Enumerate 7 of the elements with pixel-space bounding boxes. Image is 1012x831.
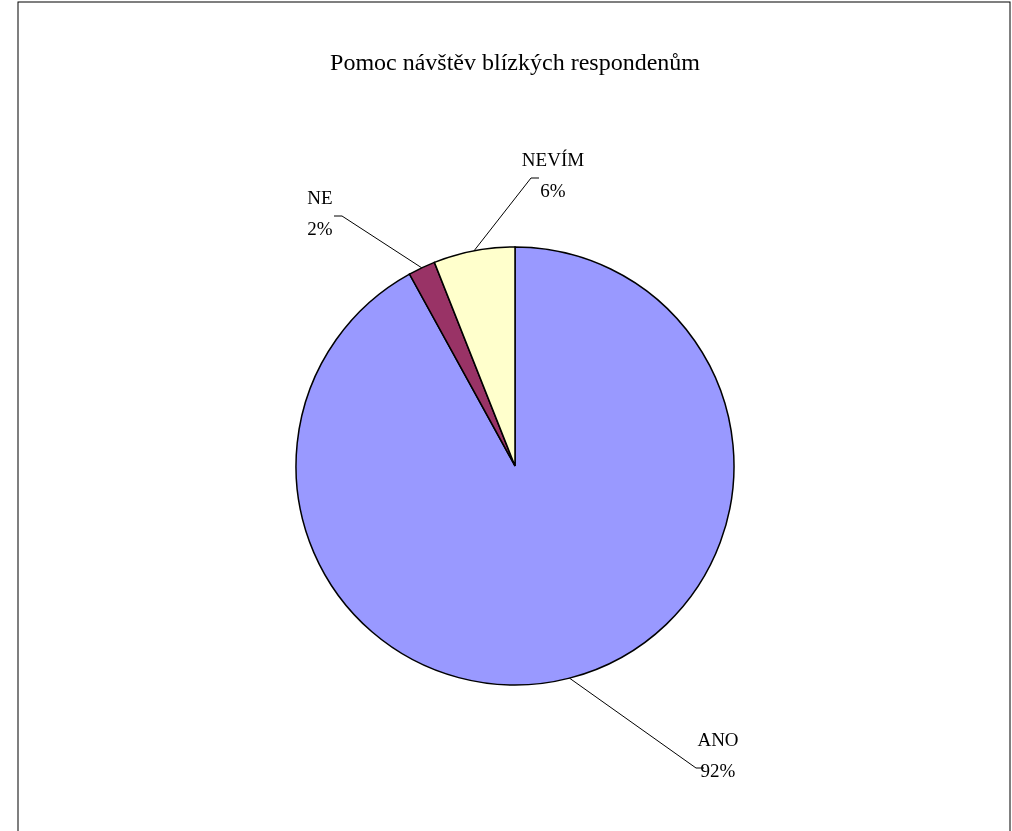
chart-title: Pomoc návštěv blízkých respondenům [330,49,701,75]
data-label: 6% [540,180,566,202]
data-label: 92% [700,760,736,782]
slice-label: NE [307,187,333,208]
slice-label: ANO [697,729,739,750]
slice-label: NEVÍM [521,149,585,170]
data-label: 2% [307,218,333,240]
